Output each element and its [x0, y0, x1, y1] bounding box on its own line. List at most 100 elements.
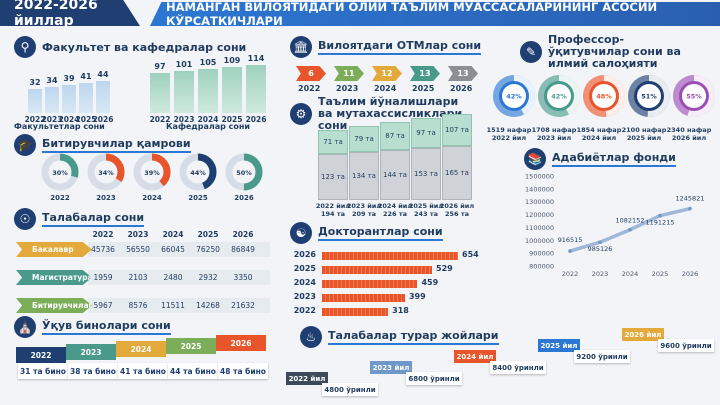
students-row-label: Битирувчилар — [16, 298, 92, 313]
professor-donut-arc — [493, 75, 535, 117]
students-value: 66045 — [161, 245, 185, 254]
department-value: 97 — [154, 62, 166, 71]
professor-donut-arc — [583, 75, 625, 117]
otm-year: 2022 — [298, 84, 321, 93]
professor-year: 2025 йил — [626, 134, 662, 142]
library-ytick: 1300000 — [525, 198, 554, 206]
students-row-label: Магистратура — [16, 270, 92, 285]
students-value: 2480 — [163, 273, 183, 282]
direction-bottom-seg: 144 та — [380, 150, 410, 200]
otm-year: 2025 — [412, 84, 435, 93]
students-value: 2932 — [198, 273, 218, 282]
otm-chevron: 12 — [372, 66, 402, 81]
professor-donut-arc — [538, 75, 580, 117]
faculty-year: 2022 — [24, 115, 46, 124]
housing-year: 2023 йил — [370, 361, 412, 374]
department-value: 114 — [247, 54, 265, 63]
teacher-icon: ✎ — [520, 41, 542, 63]
housing-value: 8400 ўринли — [490, 361, 546, 374]
people-icon: ☯ — [290, 222, 312, 244]
doctoral-value: 459 — [421, 278, 439, 287]
otm-chevron: 13 — [448, 66, 478, 81]
housing-value: 9600 ўринли — [658, 339, 714, 352]
professor-donut-hole — [547, 84, 571, 108]
department-bar — [150, 73, 170, 113]
professor-donut-hole — [682, 84, 706, 108]
years-badge: 2022-2026 йиллар — [0, 0, 140, 26]
graduates-title: Битирувчилар қамрови — [42, 137, 191, 153]
doctoral-bar — [322, 308, 389, 316]
students-header: ☉ Талабалар сони — [14, 208, 145, 230]
doctoral-value: 318 — [392, 306, 409, 315]
library-ytick: 900000 — [529, 250, 554, 258]
professor-percent: 42% — [551, 93, 567, 101]
department-year: 2023 — [173, 115, 195, 124]
library-point — [688, 206, 692, 211]
library-point — [598, 240, 602, 244]
students-value: 14268 — [196, 301, 220, 310]
otm-chevron: 13 — [410, 66, 440, 81]
faculty-year: 2025 — [75, 115, 97, 124]
faculty-value: 39 — [63, 74, 75, 83]
graduate-donut-arc — [179, 153, 217, 191]
professors-donuts: 42% 42% 48% 51% 55% — [493, 75, 715, 117]
direction-top-seg: 107 та — [442, 114, 472, 146]
building-year: 2023 — [66, 344, 116, 360]
students-row-label: Бакалавр — [16, 242, 92, 257]
direction-top-seg: 97 та — [411, 118, 441, 148]
library-chart: 800000 900000 1000000 1100000 1200000 1300000… — [525, 173, 704, 279]
graduate-year: 2025 — [188, 194, 208, 202]
department-year: 2022 — [149, 115, 171, 124]
students-row-band — [88, 270, 270, 285]
students-year-header: 2023 — [127, 230, 149, 239]
direction-label: 2025 йил 243 та — [408, 202, 444, 218]
faculty-bar — [45, 87, 59, 113]
professor-count: 1708 нафар — [531, 126, 577, 134]
doctoral-value: 399 — [408, 292, 426, 301]
doctoral-title: Докторантлар сони — [318, 225, 443, 241]
students-value: 8576 — [128, 301, 148, 310]
students-value: 21632 — [231, 301, 255, 310]
doctoral-year: 2024 — [293, 278, 316, 287]
directions-title: Таълим йўналишлари ва мутахассисликлари … — [318, 95, 463, 132]
graduate-donut-arc — [87, 153, 125, 191]
direction-top-seg: 87 та — [380, 122, 410, 150]
housing-year: 2024 йил — [454, 350, 496, 363]
students-value: 3350 — [233, 273, 253, 282]
library-xtick: 2023 — [592, 270, 609, 278]
professor-count: 1519 нафар — [486, 126, 532, 134]
library-point — [568, 249, 572, 253]
faculty-year: 2026 — [92, 115, 114, 124]
users-icon: ☉ — [14, 208, 36, 230]
students-value: 45736 — [91, 245, 115, 254]
graduate-year: 2022 — [50, 194, 70, 202]
professor-count: 1854 нафар — [576, 126, 622, 134]
department-year: 2026 — [245, 115, 267, 124]
departments-caption: Кафедралар сони — [166, 122, 251, 131]
students-value: 1959 — [93, 273, 113, 282]
faculties-header: ⚲ Факультет ва кафедралар сони — [14, 36, 246, 58]
professor-donut-arc — [628, 75, 670, 117]
building-year: 2024 — [116, 341, 166, 357]
library-ytick: 1000000 — [525, 237, 554, 245]
graduate-year: 2024 — [142, 194, 162, 202]
students-row-band — [88, 242, 270, 257]
faculty-value: 34 — [46, 76, 58, 85]
library-header: 📚 Адабиётлар фонди — [524, 148, 676, 170]
graduate-percent: 30% — [52, 169, 68, 177]
otm-header: 🏛 Вилоятдаги ОТМлар сони — [290, 36, 482, 58]
students-value: 86849 — [231, 245, 255, 254]
housing-value: 6800 ўринли — [406, 372, 462, 385]
professor-year: 2026 йил — [671, 134, 707, 142]
buildings-title: Ўқув бинолари сони — [42, 319, 171, 335]
graduate-percent: 34% — [98, 169, 114, 177]
doctoral-bar — [322, 294, 405, 302]
library-point — [658, 213, 662, 218]
department-bar — [198, 69, 218, 113]
professor-donut-arc — [673, 75, 715, 117]
direction-bottom-seg: 165 та — [442, 146, 472, 200]
department-bar — [222, 67, 242, 113]
faculties-caption: Факультетлар сони — [14, 122, 105, 131]
doctoral-bar — [322, 280, 418, 288]
housing-value: 4800 ўринли — [322, 383, 378, 396]
